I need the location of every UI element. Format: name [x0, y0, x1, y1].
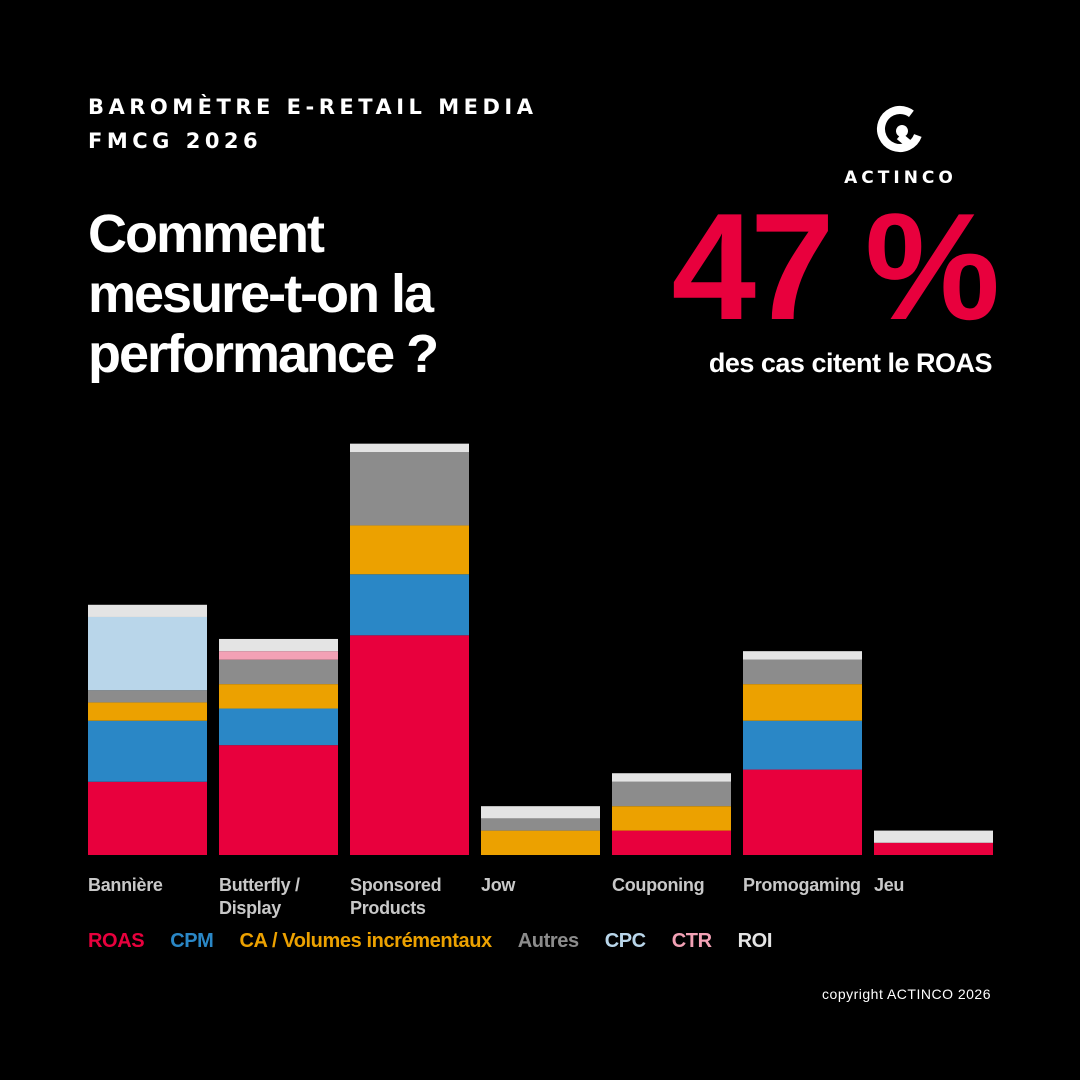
- chart-legend: ROAS CPM CA / Volumes incrémentaux Autres CP…: [88, 930, 772, 958]
- bar-segment-roi-1: [219, 638, 338, 652]
- headline-line-1: Comment: [88, 204, 325, 264]
- category-label-line-6-0: Jeu: [874, 875, 905, 895]
- highlight-value: 47 %: [671, 182, 1000, 352]
- category-label-line-1-1: Display: [219, 898, 281, 918]
- bar-segment-roas-0: [88, 781, 207, 855]
- legend-item-cpc: CPC: [604, 930, 646, 952]
- bar-segment-cpm-0: [88, 720, 207, 782]
- bar-segment-autres-4: [612, 781, 731, 807]
- bar-segment-autres-5: [743, 659, 862, 685]
- legend-item-cpm: CPM: [170, 930, 214, 952]
- category-label-line-2-0: Sponsored: [350, 875, 442, 895]
- category-label-4: Couponing: [612, 874, 742, 897]
- category-label-line-5-0: Promogaming: [743, 875, 861, 895]
- category-label-2: Sponsored Products: [350, 874, 480, 920]
- legend-item-ctr: CTR: [671, 930, 712, 952]
- bar-segment-roas-6: [874, 842, 993, 855]
- stacked-bar-chart: [88, 443, 993, 855]
- bar-segment-roas-4: [612, 830, 731, 855]
- bar-segment-roas-5: [743, 769, 862, 855]
- category-label-5: Promogaming: [743, 874, 873, 897]
- actinco-logo-icon: [877, 106, 923, 152]
- legend-item-ca-volumes-incr-mentaux: CA / Volumes incrémentaux: [239, 930, 492, 952]
- bar-segment-roi-3: [481, 806, 600, 819]
- page-title: Comment mesure-t-on la performance ?: [88, 204, 558, 384]
- bar-segment-ca-volumes-incr-mentaux-4: [612, 806, 731, 831]
- bar-segment-autres-1: [219, 659, 338, 685]
- bar-segment-cpm-5: [743, 720, 862, 770]
- bar-segment-ctr-1: [219, 651, 338, 660]
- kicker-line-1: BAROMÈTRE E-RETAIL MEDIA: [88, 95, 538, 119]
- bar-segment-ca-volumes-incr-mentaux-3: [481, 830, 600, 855]
- category-label-3: Jow: [481, 874, 611, 897]
- report-kicker: BAROMÈTRE E-RETAIL MEDIA FMCG 2026: [88, 90, 537, 158]
- category-label-line-2-1: Products: [350, 898, 426, 918]
- copyright-text: copyright ACTINCO 2026: [822, 986, 991, 1002]
- headline-line-3: performance ?: [88, 324, 439, 384]
- category-label-0: Bannière: [88, 874, 218, 897]
- bar-segment-roi-0: [88, 604, 207, 617]
- bar-segment-autres-2: [350, 452, 469, 526]
- legend-item-roi: ROI: [737, 930, 773, 952]
- bar-segment-ca-volumes-incr-mentaux-2: [350, 525, 469, 575]
- legend-item-roas: ROAS: [88, 930, 145, 952]
- bar-segment-roi-4: [612, 773, 731, 782]
- bar-segment-ca-volumes-incr-mentaux-0: [88, 702, 207, 721]
- kicker-line-2: FMCG 2026: [88, 129, 263, 153]
- legend-item-autres: Autres: [517, 930, 579, 952]
- brand-name: ACTINCO: [844, 168, 957, 188]
- bar-segment-roas-1: [219, 745, 338, 855]
- category-label-1: Butterfly / Display: [219, 874, 349, 920]
- bar-segment-roi-5: [743, 651, 862, 660]
- category-label-6: Jeu: [874, 874, 1004, 897]
- category-label-line-1-0: Butterfly /: [219, 875, 300, 895]
- bar-segment-roi-2: [350, 443, 469, 453]
- category-label-line-0-0: Bannière: [88, 875, 163, 895]
- bar-segment-cpm-1: [219, 708, 338, 746]
- category-label-line-4-0: Couponing: [612, 875, 705, 895]
- bar-segment-cpc-0: [88, 616, 207, 691]
- bar-segment-cpm-2: [350, 574, 469, 636]
- headline-line-2: mesure-t-on la: [88, 264, 434, 324]
- brand-logo: ACTINCO: [828, 102, 973, 188]
- highlight-caption: des cas citent le ROAS: [708, 348, 993, 378]
- bar-segment-ca-volumes-incr-mentaux-1: [219, 684, 338, 709]
- category-label-line-3-0: Jow: [481, 875, 516, 895]
- bar-segment-autres-3: [481, 818, 600, 831]
- bar-segment-ca-volumes-incr-mentaux-5: [743, 684, 862, 721]
- bar-segment-autres-0: [88, 690, 207, 703]
- bar-segment-roi-6: [874, 830, 993, 843]
- bar-segment-roas-2: [350, 635, 469, 855]
